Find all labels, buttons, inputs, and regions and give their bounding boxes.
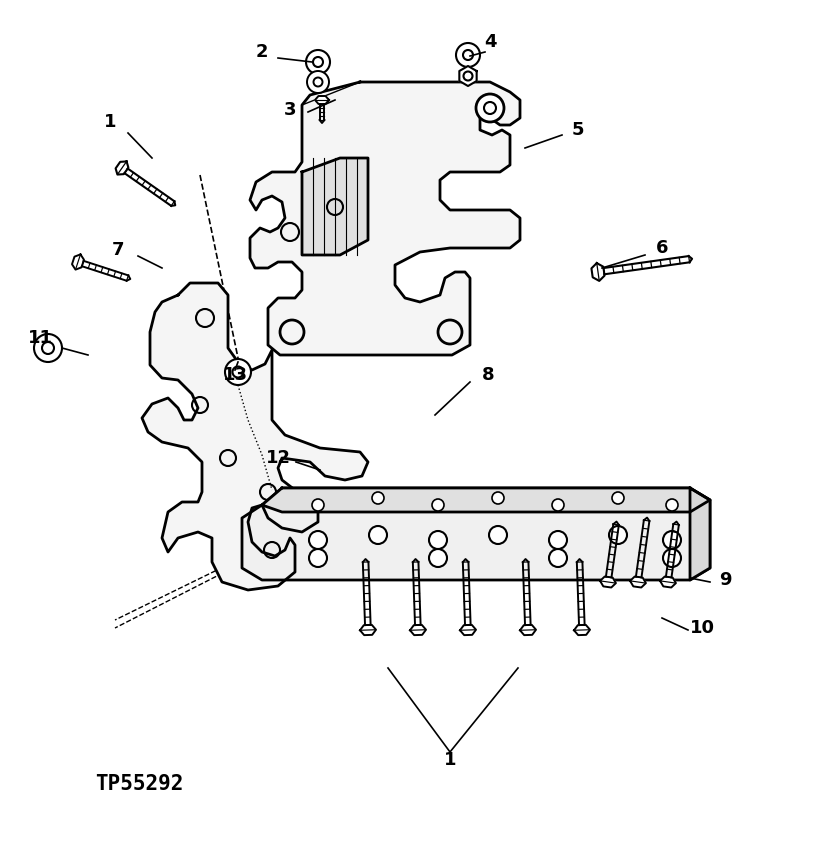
Text: 1: 1 — [103, 113, 117, 131]
Circle shape — [309, 531, 327, 549]
Polygon shape — [302, 158, 368, 255]
Circle shape — [456, 43, 480, 67]
Text: 1: 1 — [443, 751, 456, 769]
Polygon shape — [262, 488, 710, 512]
Text: TP55292: TP55292 — [95, 774, 183, 794]
Circle shape — [609, 526, 627, 544]
Text: 7: 7 — [112, 241, 124, 259]
Circle shape — [552, 499, 564, 511]
Polygon shape — [660, 576, 676, 587]
Text: 5: 5 — [571, 121, 585, 139]
Polygon shape — [250, 82, 520, 355]
Text: 12: 12 — [265, 449, 291, 467]
Polygon shape — [520, 625, 536, 636]
Circle shape — [549, 531, 567, 549]
Text: 4: 4 — [484, 33, 496, 51]
Polygon shape — [242, 488, 710, 580]
Text: 9: 9 — [718, 571, 732, 589]
Circle shape — [492, 492, 504, 504]
Text: 11: 11 — [27, 329, 53, 347]
Polygon shape — [460, 625, 476, 636]
Polygon shape — [574, 625, 590, 636]
Text: 3: 3 — [284, 101, 296, 119]
Circle shape — [307, 71, 329, 93]
Circle shape — [369, 526, 387, 544]
Polygon shape — [142, 283, 368, 590]
Polygon shape — [459, 66, 477, 86]
Polygon shape — [630, 576, 646, 587]
Circle shape — [549, 549, 567, 567]
Text: 13: 13 — [222, 366, 247, 384]
Circle shape — [489, 526, 507, 544]
Circle shape — [612, 492, 624, 504]
Circle shape — [34, 334, 62, 362]
Circle shape — [663, 549, 681, 567]
Circle shape — [432, 499, 444, 511]
Polygon shape — [116, 162, 128, 175]
Text: 8: 8 — [482, 366, 494, 384]
Circle shape — [666, 499, 678, 511]
Polygon shape — [690, 488, 710, 580]
Circle shape — [429, 549, 447, 567]
Circle shape — [476, 94, 504, 122]
Polygon shape — [72, 255, 84, 269]
Circle shape — [225, 359, 251, 385]
Polygon shape — [315, 96, 329, 104]
Circle shape — [429, 531, 447, 549]
Circle shape — [663, 531, 681, 549]
Circle shape — [306, 50, 330, 74]
Circle shape — [372, 492, 384, 504]
Polygon shape — [360, 625, 376, 636]
Circle shape — [309, 549, 327, 567]
Polygon shape — [410, 625, 426, 636]
Text: 6: 6 — [656, 239, 668, 257]
Circle shape — [312, 499, 324, 511]
Text: 2: 2 — [256, 43, 268, 61]
Polygon shape — [591, 263, 604, 281]
Text: 10: 10 — [690, 619, 714, 637]
Polygon shape — [600, 576, 616, 587]
